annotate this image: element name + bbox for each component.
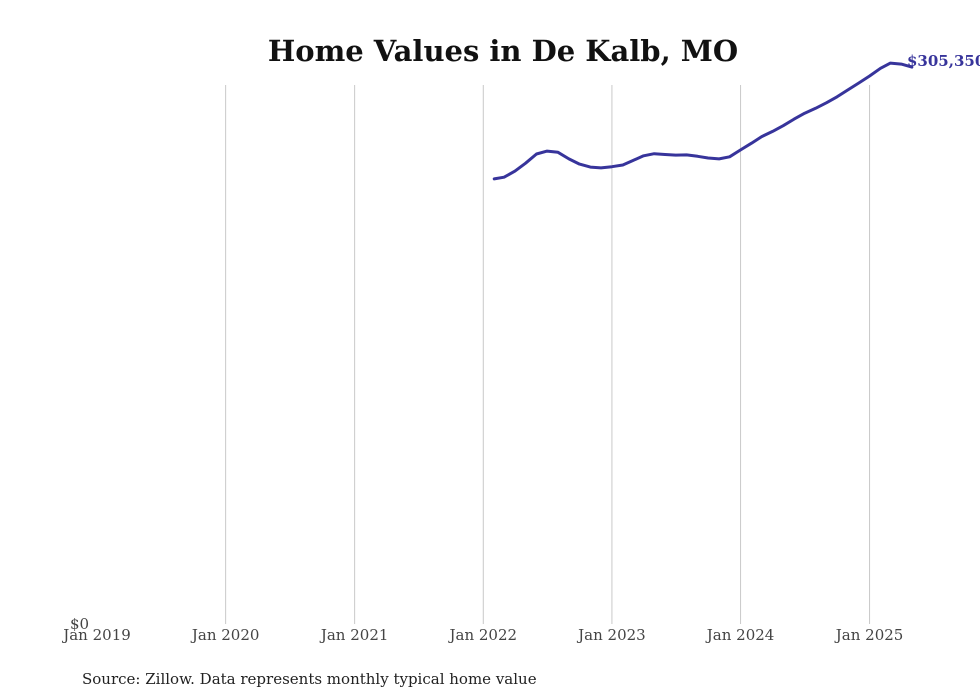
source-note: Source: Zillow. Data represents monthly … [82, 670, 537, 688]
chart-title: Home Values in De Kalb, MO [268, 34, 738, 68]
x-axis-ticks: Jan 2019 Jan 2020 Jan 2021 Jan 2022 Jan 2023… [61, 626, 903, 644]
x-tick-label: Jan 2020 [190, 626, 260, 644]
end-value-label: $305,350 [907, 52, 980, 70]
x-tick-label: Jan 2023 [576, 626, 646, 644]
x-tick-label: Jan 2019 [61, 626, 131, 644]
series-line [492, 61, 914, 181]
y-tick-label-zero: $0 [70, 615, 89, 633]
x-tick-label: Jan 2024 [705, 626, 775, 644]
x-tick-label: Jan 2021 [319, 626, 389, 644]
x-tick-label: Jan 2022 [447, 626, 517, 644]
x-tick-label: Jan 2025 [834, 626, 904, 644]
grid-lines [225, 85, 871, 624]
